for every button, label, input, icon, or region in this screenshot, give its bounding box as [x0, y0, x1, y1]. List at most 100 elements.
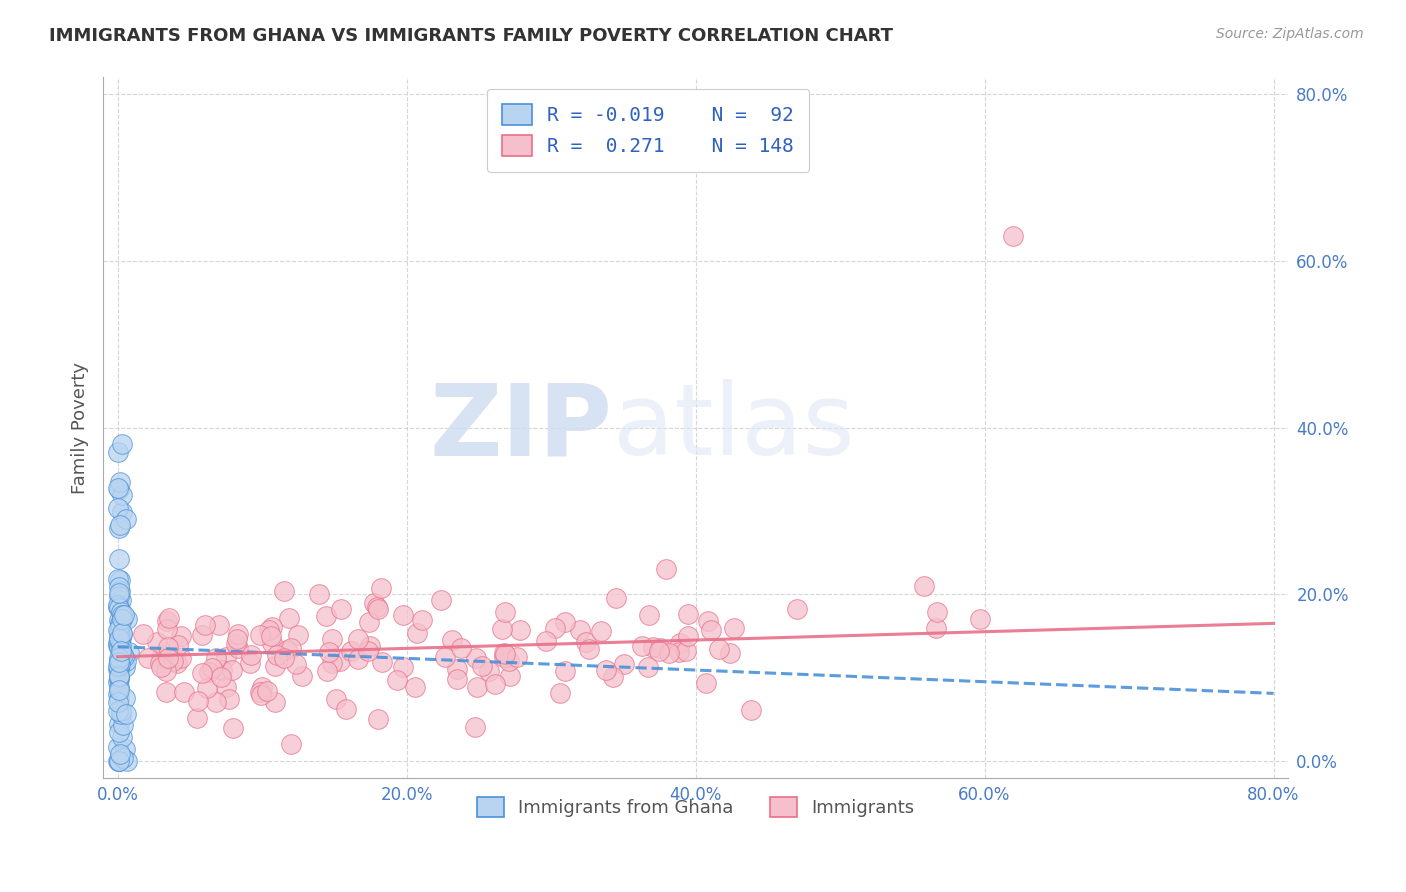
Point: [107, 695, 129, 709]
Point: [107, 740, 129, 755]
Point: [256, 684, 278, 698]
Point: [273, 650, 295, 665]
Point: [250, 688, 273, 702]
Point: [498, 654, 520, 668]
Point: [110, 593, 132, 607]
Point: [668, 645, 690, 659]
Point: [285, 657, 308, 672]
Point: [167, 638, 190, 652]
Point: [201, 661, 224, 675]
Point: [226, 626, 249, 640]
Point: [132, 627, 155, 641]
Point: [107, 704, 129, 718]
Text: Source: ZipAtlas.com: Source: ZipAtlas.com: [1216, 27, 1364, 41]
Point: [166, 657, 188, 671]
Point: [108, 725, 131, 739]
Point: [240, 648, 263, 662]
Point: [108, 622, 131, 636]
Y-axis label: Family Poverty: Family Poverty: [72, 361, 89, 493]
Point: [107, 680, 129, 694]
Point: [156, 650, 179, 665]
Point: [108, 683, 131, 698]
Point: [723, 621, 745, 635]
Point: [430, 593, 453, 607]
Point: [218, 692, 240, 706]
Point: [150, 648, 173, 663]
Text: IMMIGRANTS FROM GHANA VS IMMIGRANTS FAMILY POVERTY CORRELATION CHART: IMMIGRANTS FROM GHANA VS IMMIGRANTS FAMI…: [49, 27, 893, 45]
Point: [107, 674, 129, 689]
Point: [363, 596, 385, 610]
Point: [157, 640, 180, 654]
Point: [108, 517, 131, 532]
Point: [505, 650, 527, 665]
Point: [370, 581, 392, 595]
Point: [114, 660, 136, 674]
Point: [494, 605, 516, 619]
Point: [392, 608, 415, 623]
Point: [339, 644, 361, 658]
Point: [700, 624, 723, 638]
Point: [112, 650, 135, 665]
Point: [108, 747, 131, 762]
Point: [225, 637, 247, 651]
Point: [169, 651, 191, 665]
Point: [107, 636, 129, 650]
Point: [450, 640, 472, 655]
Point: [107, 445, 129, 459]
Point: [273, 584, 295, 599]
Point: [108, 653, 131, 667]
Point: [107, 623, 129, 637]
Point: [411, 614, 433, 628]
Point: [112, 751, 135, 765]
Point: [631, 640, 654, 654]
Point: [110, 644, 132, 658]
Point: [406, 625, 429, 640]
Point: [111, 488, 134, 502]
Point: [367, 712, 389, 726]
Point: [108, 613, 131, 627]
Point: [204, 695, 226, 709]
Point: [696, 615, 718, 629]
Point: [110, 605, 132, 619]
Point: [321, 656, 343, 670]
Point: [108, 482, 131, 496]
Point: [371, 655, 394, 669]
Point: [108, 670, 131, 684]
Point: [669, 636, 692, 650]
Point: [678, 629, 700, 643]
Point: [308, 587, 330, 601]
Point: [108, 616, 131, 631]
Point: [138, 651, 160, 665]
Point: [262, 620, 284, 634]
Point: [107, 640, 129, 654]
Point: [195, 681, 218, 695]
Point: [156, 622, 179, 636]
Point: [226, 641, 249, 656]
Point: [718, 646, 741, 660]
Point: [111, 607, 134, 622]
Point: [107, 481, 129, 495]
Point: [263, 695, 285, 709]
Point: [211, 664, 233, 678]
Point: [156, 615, 179, 629]
Point: [215, 650, 238, 665]
Point: [107, 663, 129, 677]
Point: [111, 612, 134, 626]
Point: [162, 654, 184, 668]
Point: [110, 648, 132, 662]
Point: [969, 612, 991, 626]
Point: [110, 640, 132, 654]
Point: [191, 666, 214, 681]
Point: [638, 607, 661, 622]
Point: [155, 685, 177, 699]
Point: [366, 600, 388, 615]
Point: [186, 711, 208, 725]
Point: [222, 721, 245, 735]
Point: [114, 707, 136, 722]
Point: [107, 624, 129, 638]
Point: [115, 511, 138, 525]
Point: [509, 623, 531, 637]
Point: [315, 664, 337, 678]
Point: [110, 652, 132, 666]
Point: [637, 660, 659, 674]
